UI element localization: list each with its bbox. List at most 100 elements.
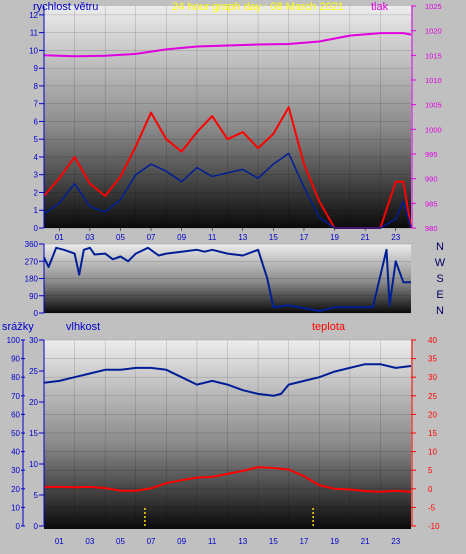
time-tick-label: 07	[147, 233, 156, 242]
time-tick-label: 19	[330, 537, 339, 546]
humidity-tick-label: 5	[34, 491, 39, 500]
temperature-tick-label: 5	[428, 466, 433, 475]
time-tick-label: 11	[208, 537, 217, 546]
wind-direction-grid	[44, 243, 411, 314]
wind-pressure-plot-area	[44, 6, 411, 228]
temperature-tick-label: 15	[428, 429, 437, 438]
rain-tick-label: 30	[11, 466, 20, 475]
wind-speed-tick-label: 8	[34, 82, 39, 91]
time-tick-label: 17	[300, 233, 309, 242]
time-tick-label: 09	[177, 233, 186, 242]
rain-tick-label: 100	[7, 336, 21, 345]
wind-direction-plot-area	[44, 244, 411, 313]
humidity-label: vlhkost	[66, 321, 100, 333]
pressure-label: tlak	[371, 1, 389, 13]
wind-speed-tick-label: 7	[34, 100, 39, 109]
time-tick-label: 13	[238, 537, 247, 546]
time-tick-label: 11	[208, 233, 217, 242]
wind-direction-series	[43, 246, 411, 313]
compass-letter: N	[436, 305, 444, 317]
time-tick-label: 21	[361, 233, 370, 242]
time-tick-label: 05	[116, 537, 125, 546]
humidity-axis: 0 5 10 15 20 25 30	[29, 336, 45, 531]
wind-direction-degree-axis: 0 90 180 270 360	[25, 240, 45, 318]
temperature-tick-label: 0	[428, 485, 433, 494]
wind-speed-tick-label: 10	[29, 46, 38, 55]
chart-title: 24 hour graph day : 08 March 2021	[172, 1, 344, 13]
rain-tick-label: 40	[11, 448, 20, 457]
time-tick-label: 19	[330, 233, 339, 242]
pressure-axis: 980 985 990 995 1000 1005 1010 1015 1020 1025	[411, 2, 442, 233]
rain-tick-label: 90	[11, 355, 20, 364]
rain-tick-label: 50	[11, 429, 20, 438]
pressure-tick-label: 995	[425, 150, 438, 159]
rain-axis: 0 10 20 30 40 50 60 70 80 90 100	[7, 336, 25, 531]
rain-tick-label: 60	[11, 410, 20, 419]
wind-direction-tick-label: 0	[34, 309, 39, 318]
wind-direction-tick-label: 180	[25, 275, 39, 284]
wind-speed-tick-label: 4	[34, 153, 39, 162]
humidity-temp-series	[43, 363, 412, 526]
wind-speed-tick-label: 3	[34, 171, 39, 180]
panel1-time-axis: 01 03 05 07 09 11 13 15 17 19 21 23	[55, 228, 401, 242]
time-tick-label: 21	[361, 537, 370, 546]
pressure-tick-label: 1015	[425, 51, 442, 60]
humidity-line	[43, 363, 412, 397]
humidity-tick-label: 20	[29, 398, 38, 407]
pressure-tick-label: 1000	[425, 125, 442, 134]
time-tick-label: 13	[238, 233, 247, 242]
temperature-axis: -10 -5 0 5 10 15 20 25 30 35 40	[411, 336, 440, 531]
wind-speed-tick-label: 11	[30, 29, 39, 38]
time-tick-label: 07	[147, 537, 156, 546]
wind-speed-tick-label: 1	[34, 206, 39, 215]
pressure-tick-label: 990	[425, 175, 438, 184]
humidity-tick-label: 10	[29, 460, 38, 469]
pressure-tick-label: 1020	[425, 27, 442, 36]
humidity-tick-label: 30	[29, 336, 38, 345]
temperature-tick-label: -5	[428, 503, 436, 512]
time-tick-label: 15	[269, 233, 278, 242]
pressure-line	[43, 32, 412, 58]
pressure-tick-label: 1005	[425, 101, 442, 110]
temperature-tick-label: -10	[428, 522, 440, 531]
rain-tick-label: 0	[16, 522, 21, 531]
time-tick-label: 23	[391, 537, 400, 546]
wind-speed-label: rychlost větru	[33, 1, 98, 13]
humidity-tick-label: 25	[29, 367, 38, 376]
pressure-tick-label: 985	[425, 199, 438, 208]
wind-direction-tick-label: 360	[25, 240, 39, 249]
temperature-tick-label: 35	[428, 355, 437, 364]
humidity-temp-plot-area	[44, 340, 411, 529]
time-tick-label: 23	[391, 233, 400, 242]
time-tick-label: 15	[269, 537, 278, 546]
compass-letter: W	[435, 257, 446, 269]
rain-label: srážky	[2, 321, 34, 333]
temperature-line	[44, 466, 412, 493]
rain-tick-label: 10	[11, 503, 20, 512]
temperature-tick-label: 40	[428, 336, 437, 345]
pressure-tick-label: 980	[425, 224, 438, 233]
time-tick-label: 03	[85, 233, 94, 242]
temperature-tick-label: 20	[428, 410, 437, 419]
rain-tick-label: 80	[11, 373, 20, 382]
wind-direction-tick-label: 90	[29, 292, 38, 301]
pressure-tick-label: 1025	[425, 2, 442, 11]
wind-direction-line	[43, 246, 411, 313]
wind-speed-tick-label: 2	[34, 188, 39, 197]
temperature-tick-label: 10	[428, 448, 437, 457]
wind-speed-tick-label: 12	[29, 11, 38, 20]
wind-speed-tick-label: 0	[34, 224, 39, 233]
wind-pressure-series	[43, 32, 412, 229]
compass-letter: N	[436, 241, 444, 253]
humidity-tick-label: 0	[34, 522, 39, 531]
rain-tick-label: 20	[11, 485, 20, 494]
pressure-tick-label: 1010	[425, 76, 442, 85]
temperature-label: teplota	[312, 321, 346, 333]
time-tick-label: 17	[300, 537, 309, 546]
wind-speed-tick-label: 9	[34, 64, 39, 73]
temperature-tick-label: 25	[428, 392, 437, 401]
time-tick-label: 09	[177, 537, 186, 546]
